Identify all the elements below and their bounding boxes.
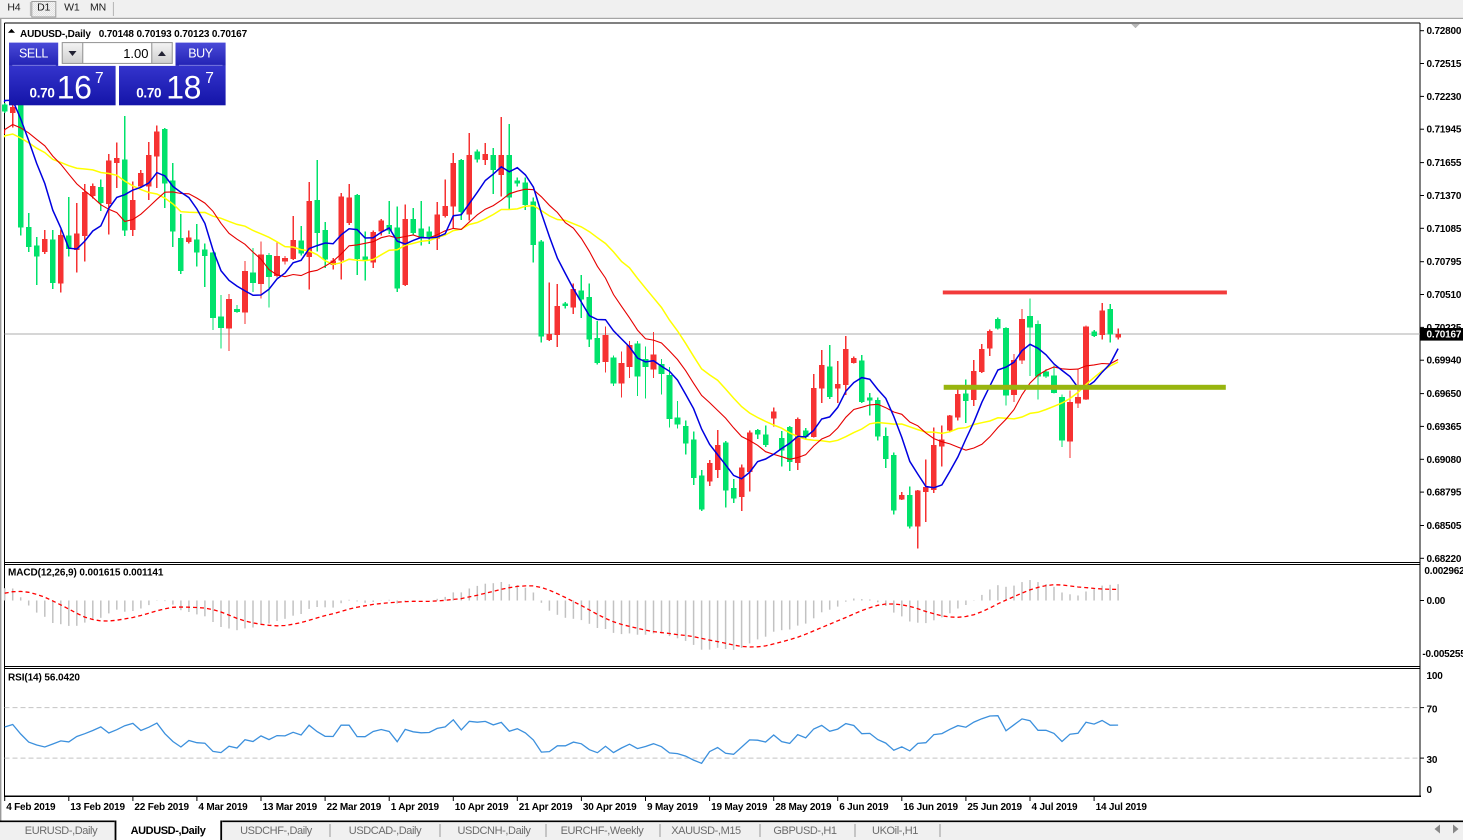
svg-text:0.70510: 0.70510 — [1427, 290, 1462, 301]
svg-text:0.68795: 0.68795 — [1427, 488, 1462, 499]
svg-text:6 Jun 2019: 6 Jun 2019 — [839, 802, 889, 813]
svg-text:XAUUSD-,M15: XAUUSD-,M15 — [671, 825, 741, 837]
svg-text:22 Mar 2019: 22 Mar 2019 — [327, 802, 382, 813]
svg-text:BUY: BUY — [188, 47, 214, 61]
svg-text:19 May 2019: 19 May 2019 — [711, 802, 768, 813]
svg-text:1 Apr 2019: 1 Apr 2019 — [391, 802, 440, 813]
svg-text:SELL: SELL — [19, 47, 48, 61]
svg-text:100: 100 — [1427, 671, 1444, 682]
svg-text:28 May 2019: 28 May 2019 — [775, 802, 832, 813]
svg-text:0.69365: 0.69365 — [1427, 422, 1462, 433]
svg-text:70: 70 — [1427, 704, 1438, 715]
svg-text:13 Mar 2019: 13 Mar 2019 — [263, 802, 318, 813]
svg-text:0.68505: 0.68505 — [1427, 521, 1462, 532]
svg-text:25 Jun 2019: 25 Jun 2019 — [967, 802, 1022, 813]
svg-text:RSI(14) 56.0420: RSI(14) 56.0420 — [8, 673, 80, 684]
svg-text:W1: W1 — [64, 2, 80, 14]
svg-text:-0.005255: -0.005255 — [1422, 649, 1463, 660]
svg-text:22 Feb 2019: 22 Feb 2019 — [134, 802, 189, 813]
svg-text:16: 16 — [57, 69, 92, 105]
svg-text:0.71370: 0.71370 — [1427, 191, 1462, 202]
svg-text:0.68220: 0.68220 — [1427, 554, 1462, 565]
svg-text:30 Apr 2019: 30 Apr 2019 — [583, 802, 637, 813]
svg-text:MN: MN — [90, 2, 106, 14]
svg-text:4 Mar 2019: 4 Mar 2019 — [198, 802, 248, 813]
svg-text:0.69650: 0.69650 — [1427, 389, 1462, 400]
svg-text:USDCAD-,Daily: USDCAD-,Daily — [349, 825, 422, 837]
svg-text:0.72230: 0.72230 — [1427, 92, 1462, 103]
svg-text:1.00: 1.00 — [123, 46, 148, 61]
svg-text:4 Feb 2019: 4 Feb 2019 — [6, 802, 56, 813]
svg-text:0.72800: 0.72800 — [1427, 26, 1462, 37]
svg-text:21 Apr 2019: 21 Apr 2019 — [519, 802, 573, 813]
svg-text:0.71655: 0.71655 — [1427, 158, 1462, 169]
svg-text:USDCHF-,Daily: USDCHF-,Daily — [240, 825, 313, 837]
svg-text:30: 30 — [1427, 755, 1438, 766]
svg-text:0.70: 0.70 — [136, 85, 161, 100]
svg-text:H4: H4 — [7, 2, 20, 14]
svg-text:GBPUSD-,H1: GBPUSD-,H1 — [773, 825, 837, 837]
svg-text:EURCHF-,Weekly: EURCHF-,Weekly — [561, 825, 645, 837]
svg-text:7: 7 — [205, 70, 214, 87]
svg-text:USDCNH-,Daily: USDCNH-,Daily — [457, 825, 531, 837]
svg-text:4 Jul 2019: 4 Jul 2019 — [1032, 802, 1078, 813]
svg-text:13 Feb 2019: 13 Feb 2019 — [70, 802, 125, 813]
svg-text:0.002962: 0.002962 — [1424, 566, 1463, 577]
svg-text:0.70: 0.70 — [30, 85, 55, 100]
svg-text:EURUSD-,Daily: EURUSD-,Daily — [25, 825, 98, 837]
svg-text:0.69940: 0.69940 — [1427, 356, 1462, 367]
svg-text:0.72515: 0.72515 — [1427, 59, 1462, 70]
svg-text:10 Apr 2019: 10 Apr 2019 — [455, 802, 509, 813]
svg-text:AUDUSD-,Daily: AUDUSD-,Daily — [131, 825, 207, 837]
svg-text:9 May 2019: 9 May 2019 — [647, 802, 698, 813]
svg-text:0.70795: 0.70795 — [1427, 257, 1462, 268]
svg-text:18: 18 — [166, 69, 201, 105]
svg-text:UKOil-,H1: UKOil-,H1 — [872, 825, 918, 837]
svg-text:MACD(12,26,9) 0.001615 0.00114: MACD(12,26,9) 0.001615 0.001141 — [8, 568, 164, 579]
svg-text:0.71085: 0.71085 — [1427, 224, 1462, 235]
svg-text:AUDUSD-,Daily 0.70148 0.7019: AUDUSD-,Daily 0.70148 0.70193 0.70123 0.… — [20, 29, 248, 40]
svg-text:0.70167: 0.70167 — [1427, 330, 1462, 341]
svg-text:7: 7 — [95, 70, 104, 87]
svg-text:0.69080: 0.69080 — [1427, 455, 1462, 466]
svg-text:14 Jul 2019: 14 Jul 2019 — [1096, 802, 1148, 813]
svg-text:D1: D1 — [37, 2, 50, 14]
svg-text:0.71945: 0.71945 — [1427, 125, 1462, 136]
svg-text:0: 0 — [1427, 785, 1433, 796]
svg-text:16 Jun 2019: 16 Jun 2019 — [903, 802, 958, 813]
svg-text:0.00: 0.00 — [1427, 596, 1446, 607]
